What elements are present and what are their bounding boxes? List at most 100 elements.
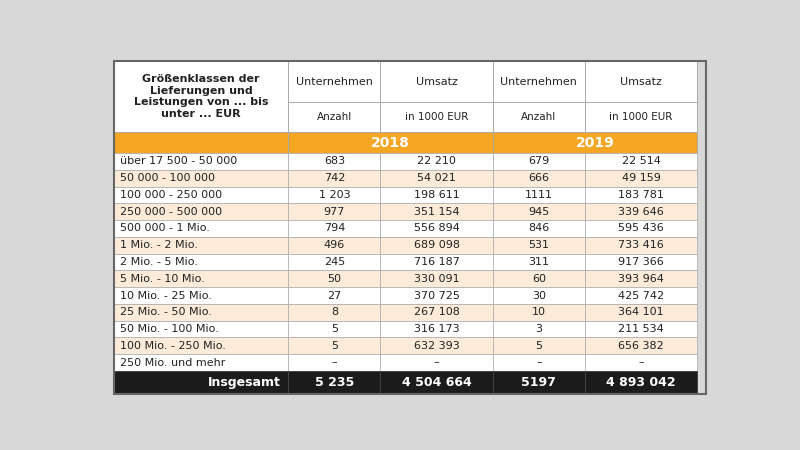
Text: 496: 496 (324, 240, 345, 250)
Text: 50 000 - 100 000: 50 000 - 100 000 (120, 173, 215, 183)
Text: 977: 977 (324, 207, 345, 217)
Bar (585, 338, 698, 354)
Text: 10: 10 (532, 307, 546, 317)
Bar (493, 371, 585, 394)
Bar (289, 304, 380, 321)
Text: 5197: 5197 (522, 376, 556, 389)
Text: 679: 679 (528, 157, 550, 166)
Text: 683: 683 (324, 157, 345, 166)
Text: –: – (434, 358, 439, 368)
Bar (585, 187, 698, 203)
Text: 250 000 - 500 000: 250 000 - 500 000 (120, 207, 222, 217)
Bar (289, 354, 380, 371)
Bar (289, 187, 380, 203)
Bar (289, 170, 380, 187)
Bar (493, 153, 585, 170)
Bar (380, 237, 493, 254)
Text: 794: 794 (324, 224, 345, 234)
Bar (585, 153, 698, 170)
Text: 5: 5 (331, 324, 338, 334)
Bar (493, 270, 585, 287)
Bar (114, 170, 289, 187)
Text: Insgesamt: Insgesamt (208, 376, 281, 389)
Text: 50: 50 (327, 274, 342, 284)
Bar (493, 103, 585, 132)
Bar (289, 237, 380, 254)
Bar (585, 203, 698, 220)
Bar (493, 220, 585, 237)
Bar (585, 61, 698, 103)
Bar (114, 61, 289, 132)
Bar (289, 61, 380, 103)
Bar (114, 132, 289, 153)
Bar (289, 270, 380, 287)
Bar (380, 338, 493, 354)
Bar (114, 304, 289, 321)
Text: –: – (638, 358, 644, 368)
Text: 5: 5 (331, 341, 338, 351)
Text: Unternehmen: Unternehmen (501, 76, 578, 87)
Bar (114, 287, 289, 304)
Text: 267 108: 267 108 (414, 307, 460, 317)
Bar (493, 187, 585, 203)
Bar (289, 103, 380, 132)
Bar (114, 187, 289, 203)
Text: 500 000 - 1 Mio.: 500 000 - 1 Mio. (120, 224, 210, 234)
Text: 339 646: 339 646 (618, 207, 664, 217)
Text: 311: 311 (529, 257, 550, 267)
Bar (380, 170, 493, 187)
Bar (289, 338, 380, 354)
Bar (380, 103, 493, 132)
Text: 656 382: 656 382 (618, 341, 664, 351)
Bar (585, 287, 698, 304)
Text: 733 416: 733 416 (618, 240, 664, 250)
Bar (585, 270, 698, 287)
Bar (493, 61, 585, 103)
Text: 10 Mio. - 25 Mio.: 10 Mio. - 25 Mio. (120, 291, 212, 301)
Bar (380, 304, 493, 321)
Bar (493, 321, 585, 338)
Text: 4 893 042: 4 893 042 (606, 376, 676, 389)
Bar (493, 237, 585, 254)
Text: 245: 245 (324, 257, 345, 267)
Text: 2019: 2019 (576, 136, 614, 150)
Text: 8: 8 (331, 307, 338, 317)
Text: 50 Mio. - 100 Mio.: 50 Mio. - 100 Mio. (120, 324, 218, 334)
Text: 27: 27 (327, 291, 342, 301)
Text: 2 Mio. - 5 Mio.: 2 Mio. - 5 Mio. (120, 257, 198, 267)
Text: 60: 60 (532, 274, 546, 284)
Text: 351 154: 351 154 (414, 207, 459, 217)
Bar (585, 220, 698, 237)
Text: 100 000 - 250 000: 100 000 - 250 000 (120, 190, 222, 200)
Bar (585, 354, 698, 371)
Bar (380, 61, 493, 103)
Bar (493, 287, 585, 304)
Bar (585, 321, 698, 338)
Text: 556 894: 556 894 (414, 224, 460, 234)
Text: 250 Mio. und mehr: 250 Mio. und mehr (120, 358, 226, 368)
Text: 425 742: 425 742 (618, 291, 664, 301)
Text: 211 534: 211 534 (618, 324, 664, 334)
Text: 4 504 664: 4 504 664 (402, 376, 471, 389)
Bar (380, 254, 493, 270)
Text: 1111: 1111 (525, 190, 553, 200)
Text: 370 725: 370 725 (414, 291, 460, 301)
Text: in 1000 EUR: in 1000 EUR (405, 112, 468, 122)
Bar (380, 371, 493, 394)
Text: 22 210: 22 210 (418, 157, 456, 166)
Text: 54 021: 54 021 (418, 173, 456, 183)
Text: 531: 531 (529, 240, 550, 250)
Text: 100 Mio. - 250 Mio.: 100 Mio. - 250 Mio. (120, 341, 226, 351)
Text: 5 Mio. - 10 Mio.: 5 Mio. - 10 Mio. (120, 274, 205, 284)
Bar (114, 153, 289, 170)
Text: 1 203: 1 203 (318, 190, 350, 200)
Bar (289, 321, 380, 338)
Bar (380, 153, 493, 170)
Text: 595 436: 595 436 (618, 224, 664, 234)
Text: Anzahl: Anzahl (522, 112, 557, 122)
Text: 742: 742 (324, 173, 345, 183)
Bar (380, 203, 493, 220)
Bar (289, 254, 380, 270)
Bar (493, 203, 585, 220)
Bar (380, 187, 493, 203)
